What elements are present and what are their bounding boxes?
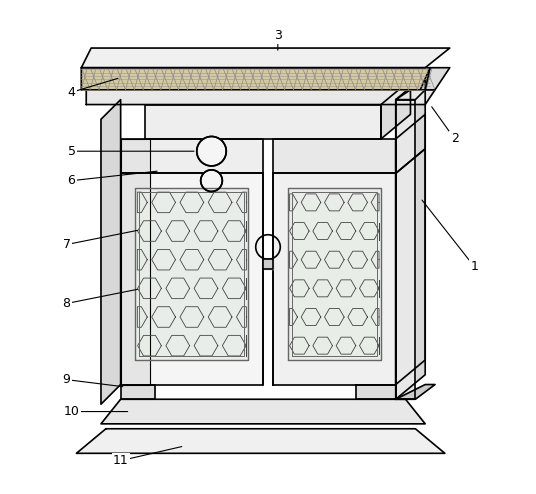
Text: 11: 11	[113, 454, 129, 467]
Polygon shape	[121, 173, 263, 384]
Polygon shape	[273, 139, 396, 173]
Polygon shape	[396, 80, 435, 100]
Polygon shape	[425, 68, 450, 90]
Polygon shape	[396, 115, 425, 173]
Polygon shape	[86, 90, 435, 105]
Polygon shape	[81, 68, 430, 90]
Polygon shape	[200, 170, 222, 192]
Text: 4: 4	[68, 86, 76, 99]
Text: 10: 10	[64, 405, 79, 418]
Polygon shape	[396, 100, 415, 399]
Polygon shape	[381, 80, 411, 139]
Text: 1: 1	[471, 260, 478, 273]
Text: 8: 8	[63, 297, 71, 310]
Polygon shape	[356, 384, 396, 399]
Polygon shape	[263, 259, 273, 269]
Polygon shape	[396, 384, 435, 399]
Text: 7: 7	[63, 238, 71, 251]
Polygon shape	[396, 149, 425, 384]
Text: 2: 2	[451, 132, 459, 145]
Polygon shape	[396, 75, 425, 399]
Polygon shape	[288, 188, 381, 360]
Polygon shape	[101, 399, 425, 424]
Text: 9: 9	[63, 373, 71, 386]
Text: 5: 5	[68, 145, 76, 158]
Polygon shape	[273, 173, 396, 384]
Polygon shape	[101, 100, 121, 404]
Polygon shape	[77, 429, 445, 453]
Polygon shape	[145, 105, 381, 139]
Polygon shape	[121, 139, 150, 384]
Text: 6: 6	[68, 174, 76, 187]
Text: 3: 3	[274, 29, 282, 42]
Polygon shape	[81, 48, 450, 68]
Polygon shape	[197, 136, 226, 166]
Polygon shape	[136, 188, 248, 360]
Polygon shape	[121, 139, 263, 173]
Polygon shape	[121, 384, 155, 399]
